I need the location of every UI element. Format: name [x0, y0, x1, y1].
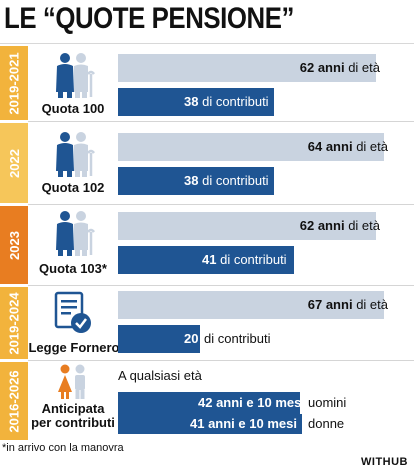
document-check-icon	[44, 289, 100, 335]
period-label: 2019-2024	[6, 291, 22, 355]
contrib-bar	[118, 325, 200, 353]
age-bar	[118, 212, 376, 240]
row-quota-102: 2022 Quota 102 64 anni di età 38 di cont…	[0, 123, 414, 203]
contrib-bar	[118, 246, 294, 274]
men-bar	[118, 392, 300, 414]
age-text: 64 anni di età	[307, 139, 388, 154]
women-value: 41 anni e 10 mesi	[190, 416, 297, 431]
footnote: *in arrivo con la manovra	[2, 442, 124, 454]
age-bar	[118, 291, 384, 319]
period-label: 2023	[6, 230, 22, 260]
title-divider	[0, 43, 414, 44]
contrib-bar	[118, 167, 274, 195]
quota-label: Legge Fornero	[28, 340, 120, 355]
women-label: donne	[308, 416, 345, 431]
age-bar	[118, 54, 376, 82]
row-divider	[28, 360, 414, 361]
elderly-couple-icon	[44, 210, 100, 256]
quota-label: Quota 102	[41, 180, 105, 195]
contrib-text-number: 20	[184, 331, 199, 346]
row-quota-103: 2023 Quota 103* 62 anni di età 41 di con…	[0, 206, 414, 284]
age-text: 62 anni di età	[299, 218, 380, 233]
period-band: 2016-2026	[0, 362, 28, 440]
men-label: uomini	[308, 395, 347, 410]
man-woman-icon	[44, 364, 100, 400]
period-band: 2022	[0, 123, 28, 203]
age-text: 67 anni di età	[307, 297, 388, 312]
period-label: 2016-2026	[6, 369, 22, 433]
contrib-text: 41 di contributi	[202, 252, 287, 267]
contrib-bar	[118, 88, 274, 116]
row-divider	[28, 121, 414, 122]
period-band: 2023	[0, 206, 28, 284]
quota-label-line1: Anticipata	[41, 401, 105, 416]
row-divider	[28, 285, 414, 286]
period-label: 2022	[6, 148, 22, 178]
row-anticipata: 2016-2026 Anticipata per contributi A qu…	[0, 362, 414, 440]
contrib-text: 38 di contributi	[184, 173, 269, 188]
quota-label: Quota 103*	[39, 261, 107, 276]
women-bar	[118, 414, 302, 434]
men-value: 42 anni e 10 mesi	[198, 395, 305, 410]
page-title: LE “QUOTE PENSIONE”	[4, 2, 295, 35]
row-legge-fornero: 2019-2024 Legge Fornero 67 anni di età 2…	[0, 287, 414, 359]
quota-label: Quota 100	[41, 101, 105, 116]
row-divider	[28, 204, 414, 205]
contrib-text: 38 di contributi	[184, 94, 269, 109]
period-band: 2019-2021	[0, 46, 28, 120]
elderly-couple-icon	[44, 52, 100, 98]
row-quota-100: 2019-2021 Quota 100 62 anni di età 38 di…	[0, 46, 414, 120]
period-band: 2019-2024	[0, 287, 28, 359]
elderly-couple-icon	[44, 131, 100, 177]
age-note: A qualsiasi età	[118, 368, 202, 383]
age-bar	[118, 133, 384, 161]
quota-label-line2: per contributi	[31, 415, 115, 430]
period-label: 2019-2021	[6, 51, 22, 115]
age-text: 62 anni di età	[299, 60, 380, 75]
contrib-text-suffix: di contributi	[204, 331, 271, 346]
brand-logo: WITHUB	[361, 456, 408, 468]
